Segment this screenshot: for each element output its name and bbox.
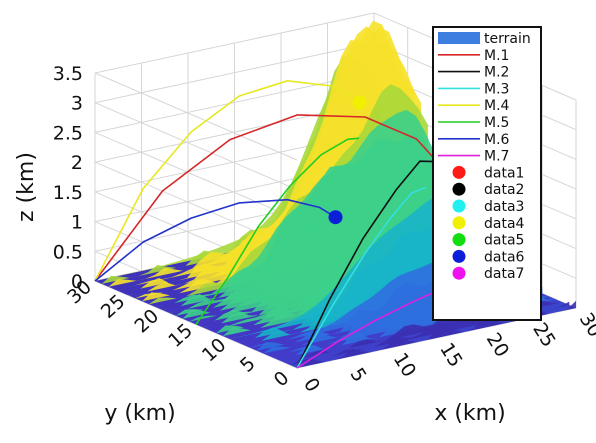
z-tick-label: 0 xyxy=(71,271,83,293)
legend-entry-label: data6 xyxy=(484,249,525,265)
z-tick-label: 1.5 xyxy=(53,182,83,204)
z-tick-label: 1 xyxy=(71,212,83,234)
legend-entry-label: M.2 xyxy=(484,65,509,81)
z-tick-label: 3 xyxy=(71,93,83,115)
legend-entry-label: M.5 xyxy=(484,115,509,131)
x-tick-label: 15 xyxy=(435,339,466,371)
legend-entry-label: data3 xyxy=(484,199,524,215)
x-tick-label: 10 xyxy=(389,349,420,381)
y-tick-label: 0 xyxy=(270,367,294,391)
legend-marker-swatch xyxy=(452,266,466,280)
legend-marker-swatch xyxy=(452,249,466,263)
legend-entry-label: M.6 xyxy=(484,132,510,148)
y-axis-label: y (km) xyxy=(104,401,175,426)
y-tick-label: 30 xyxy=(63,276,96,309)
z-tick-label: 3.5 xyxy=(53,63,83,85)
z-tick-label: 0.5 xyxy=(53,241,83,263)
legend-entry-label: data1 xyxy=(484,165,524,181)
y-tick-label: 25 xyxy=(97,290,130,323)
legend-entry-label: M.3 xyxy=(484,81,509,97)
legend-entry-label: data7 xyxy=(484,266,524,282)
legend-marker-swatch xyxy=(452,216,466,230)
legend-entry-label: M.1 xyxy=(484,48,509,64)
legend-marker-swatch xyxy=(452,233,466,247)
y-tick-label: 10 xyxy=(198,334,231,367)
series-line-m-7 xyxy=(296,283,454,369)
legend-entry-label: data4 xyxy=(484,216,525,232)
x-tick-label: 0 xyxy=(299,374,324,396)
legend-marker-swatch xyxy=(452,165,466,179)
legend-marker-swatch xyxy=(452,199,466,213)
series-line-m-4 xyxy=(94,80,361,282)
legend: terrainM.1M.2M.3M.4M.5M.6M.7data1data2da… xyxy=(432,26,542,321)
series-line-m-6 xyxy=(94,198,336,282)
x-tick-label: 5 xyxy=(345,364,370,386)
series-line-m-5 xyxy=(195,137,360,325)
y-tick-label: 15 xyxy=(164,319,197,352)
z-tick-label: 2 xyxy=(71,152,83,174)
legend-entry-label: data5 xyxy=(484,233,524,249)
x-tick-label: 20 xyxy=(482,329,513,361)
legend-entry-label: terrain xyxy=(484,31,531,47)
x-tick-label: 30 xyxy=(575,309,596,341)
z-tick-label: 2.5 xyxy=(53,122,83,144)
legend-box xyxy=(432,26,542,321)
marker-data4 xyxy=(352,95,367,110)
grid-line xyxy=(94,131,298,220)
y-tick-label: 20 xyxy=(131,305,164,338)
legend-terrain-swatch xyxy=(438,32,480,44)
x-tick-label: 25 xyxy=(528,319,559,351)
legend-marker-swatch xyxy=(452,182,466,196)
marker-data6 xyxy=(328,210,343,225)
grid-line xyxy=(94,102,298,191)
legend-entry-label: M.7 xyxy=(484,149,509,165)
grid-line xyxy=(94,72,298,161)
legend-entry-label: M.4 xyxy=(484,98,510,114)
series-line-m-3 xyxy=(296,186,427,369)
x-axis-label: x (km) xyxy=(434,401,505,426)
terrain-strip xyxy=(297,300,576,368)
z-axis-label: z (km) xyxy=(14,152,39,222)
y-tick-label: 5 xyxy=(236,352,260,376)
legend-entry-label: data2 xyxy=(484,182,524,198)
